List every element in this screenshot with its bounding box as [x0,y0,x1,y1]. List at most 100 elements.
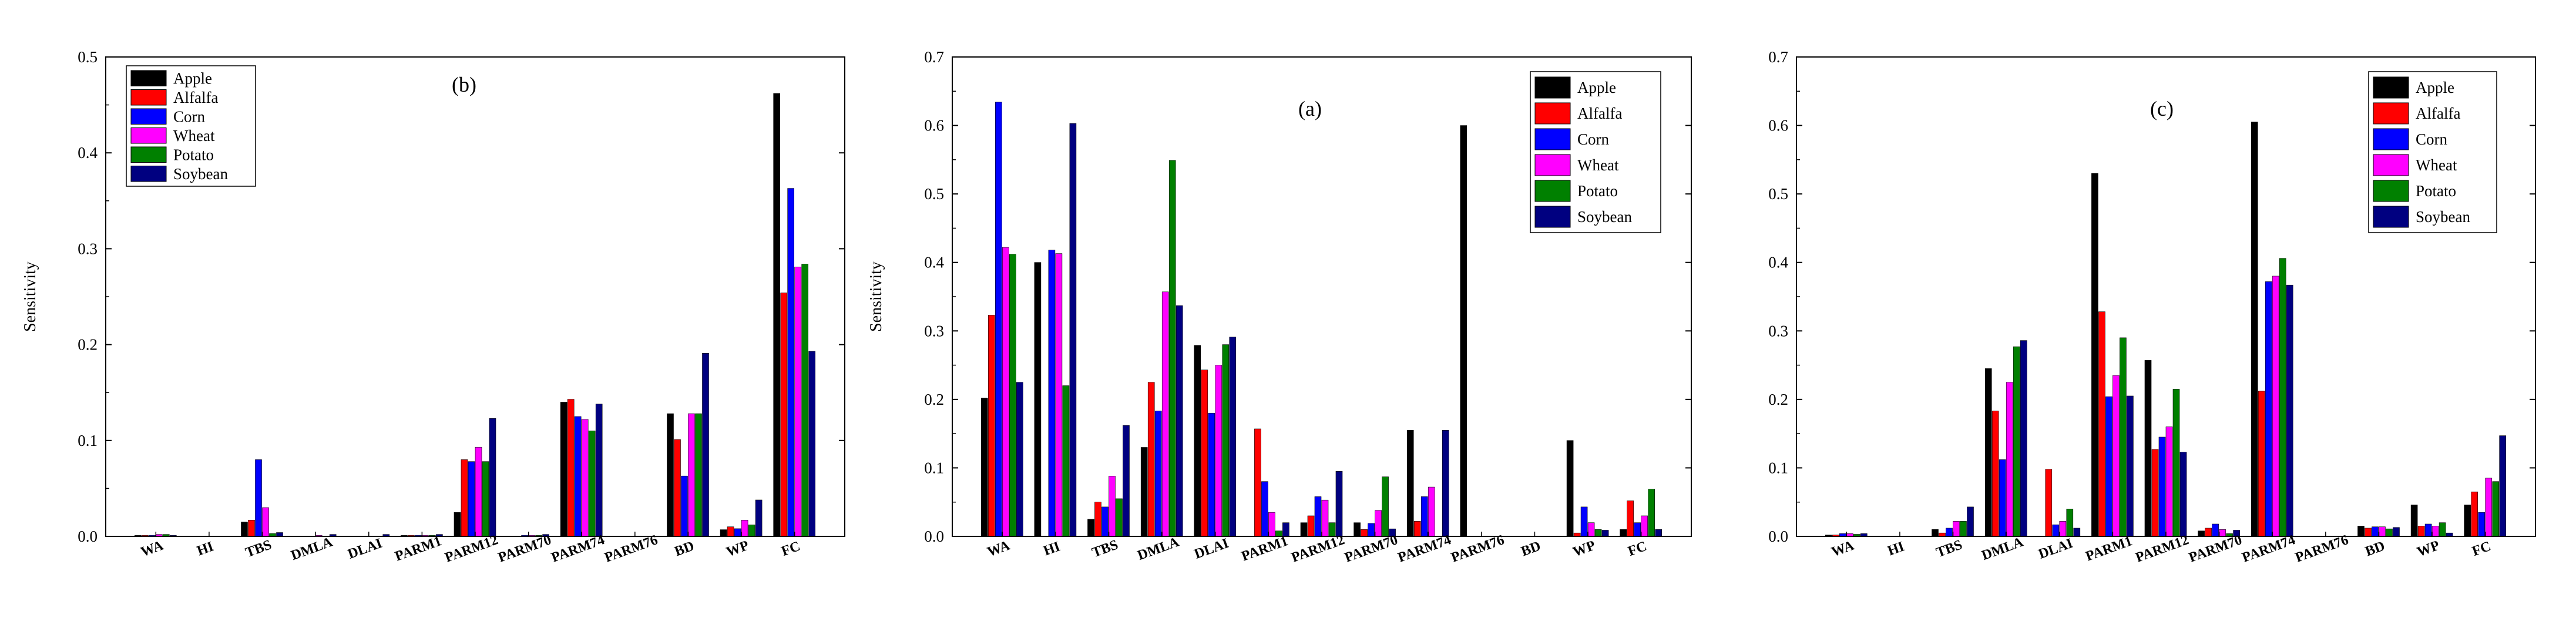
legend-label-alfalfa: Alfalfa [1577,105,1622,122]
bar-wheat-parm12 [1321,499,1329,537]
bar-potato-parm70 [2226,533,2233,537]
bar-potato-hi [1062,385,1070,537]
x-tick-label: BD [673,539,696,560]
y-tick-label: 0.1 [924,459,944,476]
x-tick-label: HI [1042,539,1062,559]
legend: Apple Alfalfa Corn Wheat Potato Soybean [2368,71,2497,233]
bar-apple-parm70 [2198,530,2205,537]
bar-soybean-parm1 [2127,395,2134,537]
bar-wheat-parm1 [2112,375,2120,537]
bar-corn-parm74 [1420,496,1428,537]
bar-potato-wp [2439,522,2446,537]
bar-alfalfa-parm1 [2098,311,2105,537]
x-tick-label: TBS [243,537,274,560]
bar-alfalfa-wp [2417,526,2425,537]
x-tick-label: PARM1 [2084,533,2134,565]
bar-wheat-fc [2485,478,2493,537]
bar-soybean-bd [702,352,709,537]
bar-corn-wp [2424,523,2432,537]
y-tick-label: 0.5 [1768,185,1788,203]
bar-corn-parm74 [574,416,582,537]
legend-label-wheat: Wheat [1577,156,1619,174]
bar-alfalfa-wa [1832,535,1839,537]
bar-potato-tbs [1116,498,1123,537]
bar-soybean-parm1 [1282,522,1289,537]
x-tick-label: DMLA [1136,534,1181,563]
legend-label-corn: Corn [1577,130,1610,148]
bar-alfalfa-parm1 [408,535,415,537]
x-tick-label: PARM1 [393,533,444,565]
legend-swatch-soybean [1534,206,1571,228]
y-tick-label: 0.5 [78,48,98,66]
x-tick-label: TBS [1934,537,1964,560]
x-tick-label: FC [2470,539,2493,559]
legend-label-apple: Apple [1577,79,1616,96]
legend: Apple Alfalfa Corn Wheat Potato Soybean [1530,71,1661,233]
legend-box [1530,71,1661,233]
y-tick-label: 0.4 [78,144,98,162]
legend-label-potato: Potato [2416,182,2456,200]
bar-potato-parm12 [2172,389,2180,537]
legend-swatch-soybean [130,166,167,182]
y-tick-label: 0.0 [924,528,944,545]
bar-soybean-parm74 [595,404,603,537]
bar-soybean-tbs [1967,506,1974,537]
bar-alfalfa-parm12 [1307,515,1315,537]
bar-alfalfa-dlai [1201,370,1208,537]
bar-soybean-wa [169,535,177,537]
legend-label-potato: Potato [173,146,214,163]
bar-soybean-parm1 [436,534,443,537]
bar-apple-parm1 [2091,173,2098,537]
bar-corn-wa [995,102,1002,537]
bar-corn-dmla [1154,411,1162,537]
bar-soybean-fc [2499,435,2507,537]
legend-label-corn: Corn [173,108,206,125]
bar-potato-parm1 [429,535,436,537]
bar-potato-dlai [1222,344,1230,537]
bar-corn-parm1 [1261,481,1268,537]
legend-swatch-potato [130,146,167,163]
x-tick-label: PARM74 [1396,532,1453,566]
bar-alfalfa-bd [674,439,681,537]
bar-wheat-parm74 [1428,486,1435,537]
bar-alfalfa-wa [142,535,149,537]
bar-potato-dmla [2013,346,2020,537]
chart-panel-c: (c) 0.0 0.1 0.2 0.3 0.4 0.5 0.6 0.7 WA HI TBS DMLA… [1768,48,2536,566]
bar-alfalfa-dlai [2045,469,2053,537]
panel-label: (a) [1298,97,1322,120]
bar-wheat-parm74 [2272,276,2279,537]
bar-soybean-wa [1016,382,1023,537]
bar-corn-parm70 [2212,523,2219,537]
bar-corn-tbs [255,459,262,537]
bar-potato-parm12 [482,461,489,537]
bar-wheat-parm12 [475,446,482,537]
bar-potato-bd [2386,528,2393,537]
bar-corn-fc [1634,522,1641,537]
bar-alfalfa-parm74 [2258,391,2265,537]
bar-soybean-parm12 [1335,471,1343,537]
x-tick-label: DMLA [1980,534,2026,563]
bar-corn-parm74 [2265,281,2272,537]
panel-label: (b) [452,73,476,96]
x-tick-label: PARM70 [2187,532,2244,566]
bar-alfalfa-fc [2471,491,2478,537]
y-tick-label: 0.5 [924,185,944,203]
legend-box [2368,71,2497,233]
y-tick-label: 0.3 [78,240,98,257]
bar-alfalfa-tbs [1094,502,1101,537]
bar-apple-fc [2464,505,2471,537]
x-tick-label: PARM76 [1449,532,1506,566]
x-tick-label: PARM76 [603,532,660,566]
bar-potato-dmla [1168,160,1176,537]
bar-wheat-fc [794,267,801,537]
bar-potato-parm70 [1382,476,1389,537]
bar-potato-parm12 [1328,522,1336,537]
bar-group [135,93,815,537]
y-axis-title: Sensitivity [21,261,39,332]
legend-label-wheat: Wheat [173,127,215,145]
bar-apple-bd [667,413,674,537]
legend-swatch-apple [1534,76,1571,99]
bar-alfalfa-dmla [1147,382,1155,537]
bar-soybean-wp [755,499,763,537]
bar-apple-wa [1825,535,1832,537]
